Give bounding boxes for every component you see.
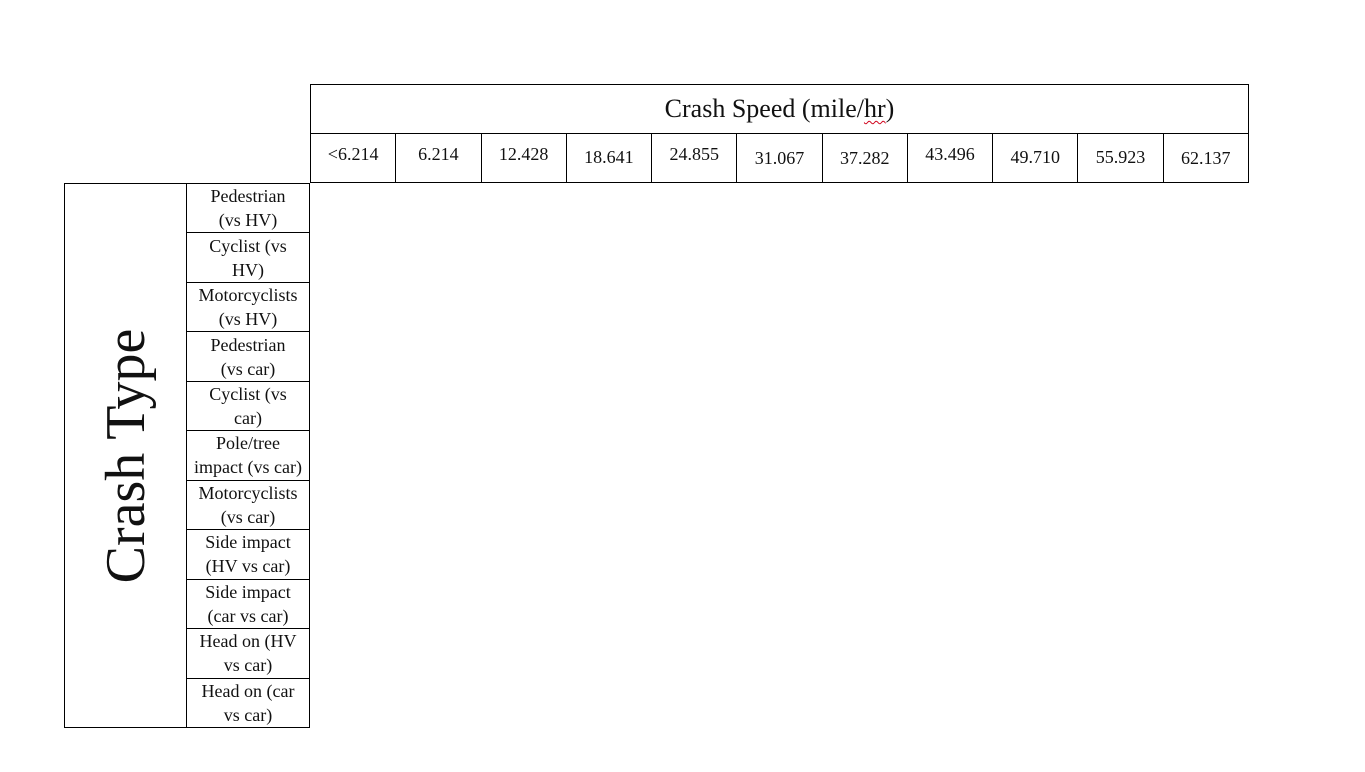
row-line: vs car) [223, 704, 273, 725]
crash-type-row: Head on (car vs car) [187, 679, 309, 727]
speed-cell: 49.710 [993, 133, 1079, 182]
speed-cell: 62.137 [1181, 148, 1231, 168]
crash-speed-title: Crash Speed (mile/hr) [665, 94, 895, 124]
crash-type-row: Motorcyclists (vs HV) [187, 283, 309, 333]
row-line: Side impact [205, 581, 291, 602]
title-prefix: Crash Speed (mile/ [664, 94, 864, 123]
crash-type-row: Side impact (car vs car) [187, 580, 309, 630]
speed-cell: 12.428 [482, 133, 567, 182]
crash-type-row: Cyclist (vs HV) [187, 233, 309, 283]
crash-type-side-header: Crash Type [64, 183, 186, 728]
row-line: Cyclist (vs [209, 235, 287, 256]
title-suffix: ) [885, 94, 895, 123]
row-line: Cyclist (vs [209, 384, 287, 405]
crash-type-row: Pedestrian (vs car) [187, 332, 309, 382]
crash-type-column: Pedestrian (vs HV) Cyclist (vs HV) Motorcy… [186, 183, 310, 728]
row-line: car) [234, 408, 262, 429]
row-line: (car vs car) [207, 605, 289, 626]
speed-values-row: <6.214 6.214 12.428 18.641 24.855 31.067… [310, 133, 1249, 183]
crash-type-label: Crash Type [94, 328, 157, 583]
speed-cell: 6.214 [396, 133, 482, 182]
row-line: (vs car) [220, 358, 276, 379]
row-line: (vs car) [220, 506, 276, 527]
row-line: Head on (car [201, 680, 295, 701]
crash-type-row: Pedestrian (vs HV) [187, 184, 309, 234]
speed-cell: 55.923 [1078, 133, 1164, 182]
crash-type-row: Cyclist (vs car) [187, 382, 309, 432]
speed-cell: 43.496 [908, 133, 994, 182]
row-line: Side impact [205, 532, 291, 553]
row-line: impact (vs car) [194, 457, 302, 478]
crash-speed-header: Crash Speed (mile/hr) [310, 84, 1249, 134]
row-line: HV) [231, 259, 264, 280]
row-line: Pole/tree [216, 433, 280, 454]
row-line: Head on (HV [199, 631, 297, 652]
crash-type-row: Head on (HV vs car) [187, 629, 309, 679]
speed-cell: 24.855 [652, 133, 738, 182]
title-unit-word: hr [863, 94, 886, 123]
crash-type-row: Side impact (HV vs car) [187, 530, 309, 580]
row-line: (vs HV) [218, 309, 278, 330]
speed-cell: <6.214 [311, 133, 397, 182]
row-line: Motorcyclists [198, 285, 298, 306]
row-line: vs car) [223, 655, 273, 676]
crash-type-row: Motorcyclists (vs car) [187, 481, 309, 531]
row-line: Pedestrian [210, 334, 286, 355]
row-line: Motorcyclists [198, 482, 298, 503]
crash-type-row: Pole/tree impact (vs car) [187, 431, 309, 481]
row-line: (vs HV) [218, 210, 278, 231]
speed-cell: 18.641 [567, 133, 653, 182]
row-line: (HV vs car) [205, 556, 291, 577]
speed-cell: 37.282 [823, 133, 908, 182]
speed-cell: 31.067 [737, 133, 823, 182]
row-line: Pedestrian [210, 186, 286, 207]
